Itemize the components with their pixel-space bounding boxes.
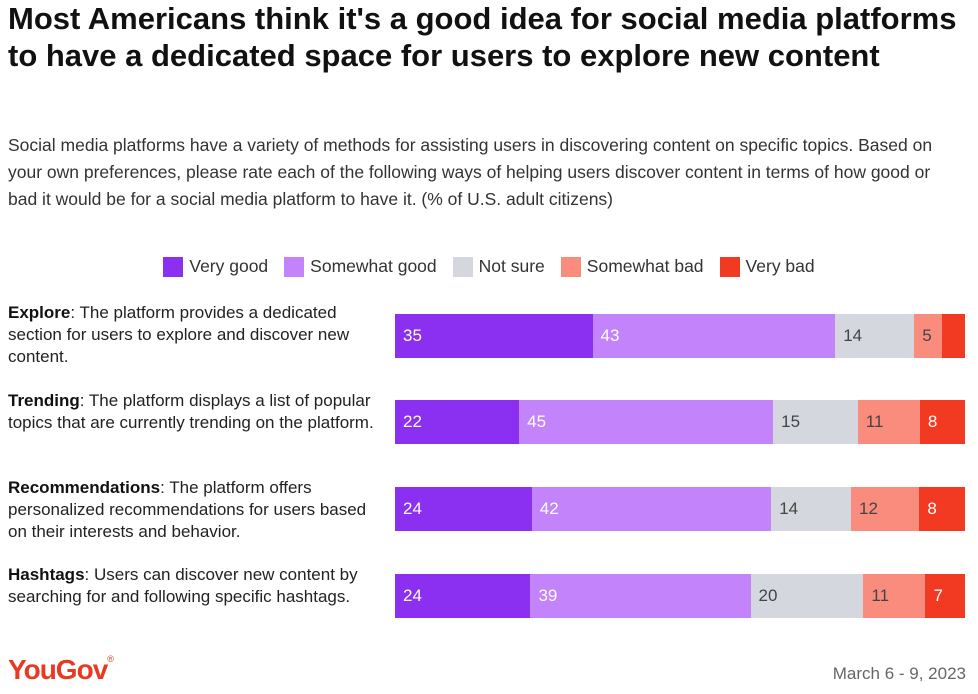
category-label-trending: Trending: The platform displays a list o… — [8, 390, 383, 434]
category-label-recommendations: Recommendations: The platform offers per… — [8, 477, 383, 543]
bar-segment-somewhat-bad: 11 — [857, 400, 920, 444]
legend-swatch — [452, 256, 473, 277]
legend: Very good Somewhat good Not sure Somewhat b… — [0, 256, 978, 277]
legend-label: Somewhat bad — [586, 256, 704, 276]
category-description: : The platform displays a list of popula… — [8, 391, 374, 432]
legend-label: Somewhat good — [310, 256, 437, 276]
survey-date: March 6 - 9, 2023 — [832, 664, 966, 683]
category-name: Hashtags — [8, 565, 85, 584]
bar-segment-very-bad — [942, 314, 965, 358]
category-name: Recommendations — [8, 478, 161, 497]
bar-segment-very-good: 24 — [395, 574, 531, 618]
bar-segment-not-sure: 20 — [750, 574, 864, 618]
brand-name: YouGov — [8, 654, 108, 685]
legend-label: Very bad — [745, 256, 815, 276]
chart-subtitle: Social media platforms have a variety of… — [8, 135, 933, 209]
bar-segment-not-sure: 14 — [771, 487, 851, 531]
bar-segment-very-bad: 8 — [919, 487, 965, 531]
chart-title: Most Americans think it's a good idea fo… — [8, 1, 957, 73]
bar-segment-somewhat-bad: 12 — [850, 487, 920, 531]
category-name: Trending — [8, 391, 80, 410]
bar-segment-somewhat-bad: 5 — [914, 314, 943, 358]
legend-item-very-good: Very good — [163, 256, 268, 277]
bar-segment-very-good: 35 — [395, 314, 593, 358]
bar-segment-very-bad: 7 — [925, 574, 965, 618]
category-description: : Users can discover new content by sear… — [8, 565, 358, 606]
bar-segment-somewhat-good: 39 — [530, 574, 751, 618]
bar-segment-somewhat-bad: 11 — [863, 574, 926, 618]
category-description: : The platform offers personalized recom… — [8, 478, 367, 541]
category-label-hashtags: Hashtags: Users can discover new content… — [8, 564, 383, 608]
bar-segment-somewhat-good: 42 — [531, 487, 772, 531]
legend-item-very-bad: Very bad — [719, 256, 815, 277]
bar-segment-very-good: 22 — [395, 400, 520, 444]
bar-segment-very-bad: 8 — [919, 400, 965, 444]
category-label-explore: Explore: The platform provides a dedicat… — [8, 302, 383, 368]
bar-trending: 22 45 15 11 8 — [395, 400, 965, 444]
legend-swatch — [284, 256, 305, 277]
category-description: : The platform provides a dedicated sect… — [8, 303, 350, 366]
legend-swatch — [560, 256, 581, 277]
legend-item-somewhat-bad: Somewhat bad — [560, 256, 704, 277]
legend-label: Very good — [189, 256, 269, 276]
legend-item-somewhat-good: Somewhat good — [284, 256, 437, 277]
legend-swatch — [719, 256, 740, 277]
bar-segment-somewhat-good: 43 — [592, 314, 836, 358]
bar-segment-somewhat-good: 45 — [519, 400, 774, 444]
bar-segment-not-sure: 14 — [835, 314, 915, 358]
bar-segment-very-good: 24 — [395, 487, 532, 531]
bar-hashtags: 24 39 20 11 7 — [395, 574, 965, 618]
category-name: Explore — [8, 303, 71, 322]
legend-label: Not sure — [478, 256, 545, 276]
bar-recommendations: 24 42 14 12 8 — [395, 487, 965, 531]
bar-segment-not-sure: 15 — [773, 400, 858, 444]
legend-item-not-sure: Not sure — [452, 256, 545, 277]
bar-explore: 35 43 14 5 — [395, 314, 965, 358]
legend-swatch — [163, 256, 184, 277]
yougov-logo: YouGov® — [8, 654, 114, 685]
